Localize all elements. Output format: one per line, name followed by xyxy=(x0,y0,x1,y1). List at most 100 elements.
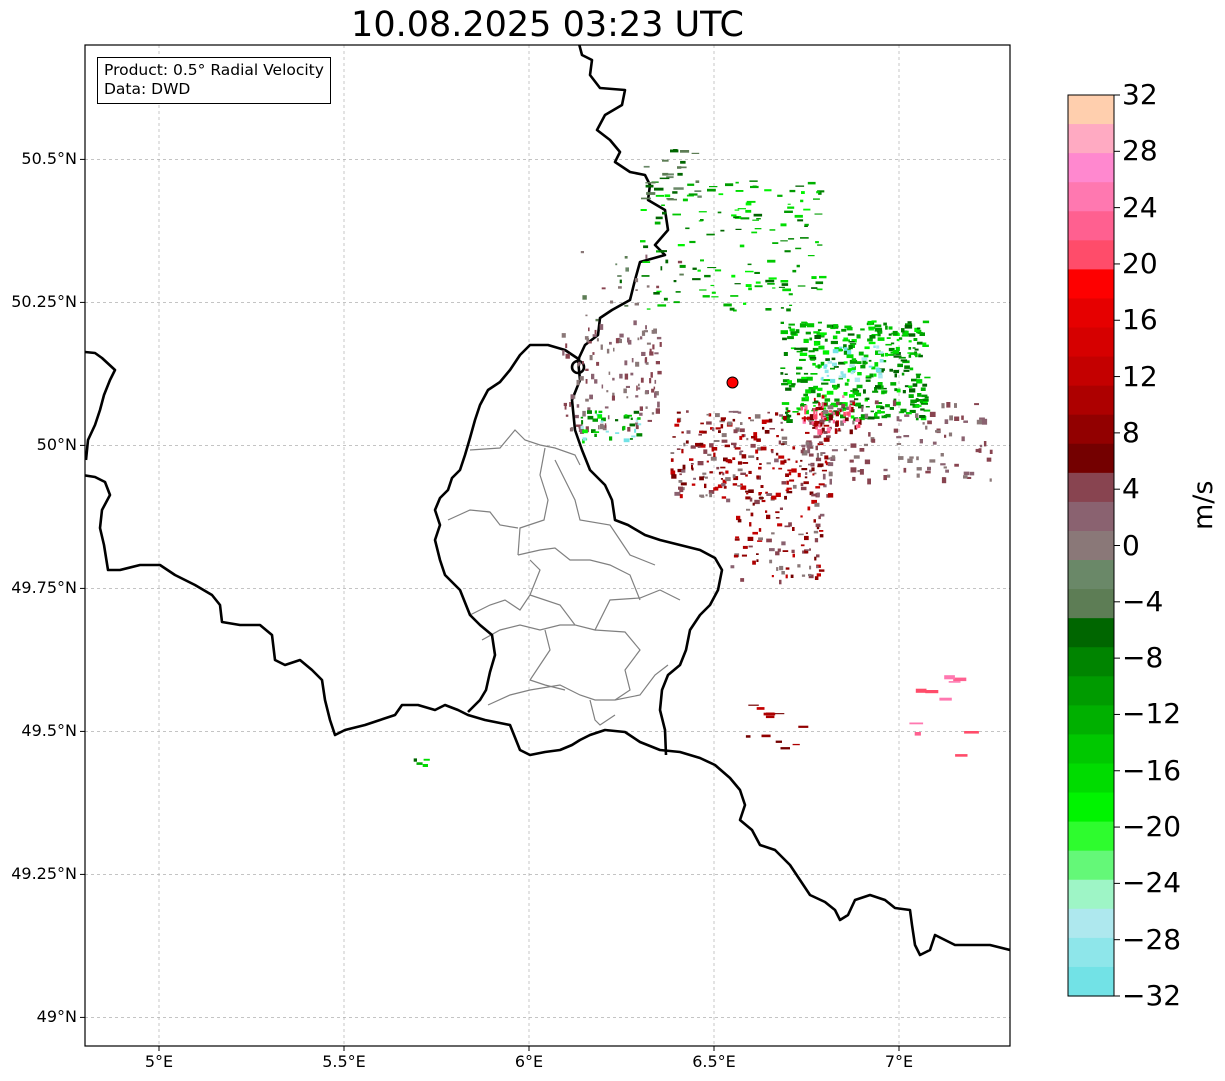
echo-pixel xyxy=(878,372,883,375)
echo-pixel xyxy=(656,336,662,340)
echo-pixel xyxy=(831,411,834,416)
echo-pixel xyxy=(954,463,959,467)
echo-pixel xyxy=(760,446,767,451)
lon-tick-label: 5°E xyxy=(144,1052,174,1071)
echo-pixel xyxy=(922,344,929,347)
echo-pixel xyxy=(808,387,816,390)
echo-pixel xyxy=(653,292,660,295)
colorbar-segment xyxy=(1068,153,1114,183)
echo-pixel xyxy=(709,443,714,448)
echo-pixel xyxy=(842,339,850,342)
echo-pixel xyxy=(708,413,712,417)
echo-pixel xyxy=(750,443,756,448)
echo-pixel xyxy=(817,321,822,324)
echo-pixel xyxy=(742,545,748,549)
echo-pixel xyxy=(742,434,745,438)
echo-pixel xyxy=(782,379,790,383)
echo-pixel xyxy=(867,338,873,342)
colorbar-segment xyxy=(1068,850,1114,881)
colorbar-segment xyxy=(1068,966,1114,997)
echo-pixel xyxy=(839,409,847,411)
echo-pixel xyxy=(820,422,823,427)
echo-pixel xyxy=(907,352,911,354)
echo-pixel xyxy=(969,471,975,476)
echo-pixel xyxy=(723,485,727,489)
colorbar-segment xyxy=(1068,530,1114,561)
echo-pixel xyxy=(830,327,836,330)
echo-pixel xyxy=(657,370,662,375)
echo-pixel xyxy=(752,531,758,535)
echo-pixel xyxy=(808,574,814,579)
echo-pixel xyxy=(659,342,662,347)
echo-pixel xyxy=(673,149,678,152)
echo-pixel xyxy=(826,457,831,460)
echo-pixel xyxy=(909,722,924,725)
echo-pixel xyxy=(856,334,861,339)
echo-pixel xyxy=(784,495,787,500)
echo-pixel xyxy=(831,449,838,452)
echo-pixel xyxy=(624,304,629,307)
echo-pixel xyxy=(918,354,923,358)
radar-site-marker xyxy=(726,376,739,389)
echo-pixel xyxy=(759,463,762,465)
echo-pixel xyxy=(689,458,694,461)
echo-pixel xyxy=(735,228,742,230)
lat-tick-label: 49.75°N xyxy=(11,578,77,598)
colorbar-segment xyxy=(1068,589,1114,619)
colorbar-tick-label: 16 xyxy=(1122,303,1158,337)
echo-pixel xyxy=(830,367,835,370)
echo-pixel xyxy=(822,379,830,382)
echo-pixel xyxy=(886,474,891,478)
echo-pixel xyxy=(589,394,593,400)
echo-pixel xyxy=(779,507,783,510)
echo-pixel xyxy=(841,403,846,408)
echo-pixel xyxy=(792,553,795,558)
echo-pixel xyxy=(922,342,927,346)
echo-pixel xyxy=(854,377,861,382)
echo-pixel xyxy=(761,499,766,503)
echo-pixel xyxy=(847,368,856,373)
echo-pixel xyxy=(808,419,814,422)
echo-pixel xyxy=(748,545,753,548)
echo-pixel xyxy=(676,411,681,414)
echo-pixel xyxy=(868,365,873,368)
echo-pixel xyxy=(809,421,814,425)
echo-pixel xyxy=(593,431,600,433)
echo-pixel xyxy=(705,494,708,497)
echo-pixel xyxy=(944,419,949,424)
echo-pixel xyxy=(721,433,727,438)
echo-pixel xyxy=(865,379,871,382)
echo-pixel xyxy=(691,467,694,471)
echo-pixel xyxy=(816,393,821,398)
echo-pixel xyxy=(814,576,819,580)
echo-pixel xyxy=(697,446,701,448)
echo-pixel xyxy=(854,425,858,430)
echo-pixel xyxy=(816,554,820,558)
echo-pixel xyxy=(914,348,919,351)
echo-pixel xyxy=(717,484,723,489)
echo-pixel xyxy=(771,495,777,500)
echo-pixel xyxy=(822,402,824,408)
echo-pixel xyxy=(805,389,811,394)
echo-pixel xyxy=(634,428,637,433)
echo-pixel xyxy=(777,548,781,552)
echo-pixel xyxy=(804,535,809,541)
echo-pixel xyxy=(786,419,793,423)
echo-pixel xyxy=(902,360,910,364)
echo-pixel xyxy=(812,362,816,366)
colorbar-tick-label: −16 xyxy=(1122,753,1182,787)
echo-pixel xyxy=(706,460,709,463)
echo-pixel xyxy=(645,182,656,184)
echo-pixel xyxy=(746,437,749,441)
echo-pixel xyxy=(800,402,804,405)
echo-pixel xyxy=(592,334,597,337)
echo-pixel xyxy=(802,447,806,452)
echo-pixel xyxy=(640,336,643,340)
echo-pixel xyxy=(788,522,792,527)
echo-pixel xyxy=(813,405,816,407)
echo-pixel xyxy=(758,493,762,496)
echo-pixel xyxy=(747,536,754,541)
echo-pixel xyxy=(874,413,878,417)
echo-pixel xyxy=(761,734,771,738)
echo-pixel xyxy=(686,410,689,413)
